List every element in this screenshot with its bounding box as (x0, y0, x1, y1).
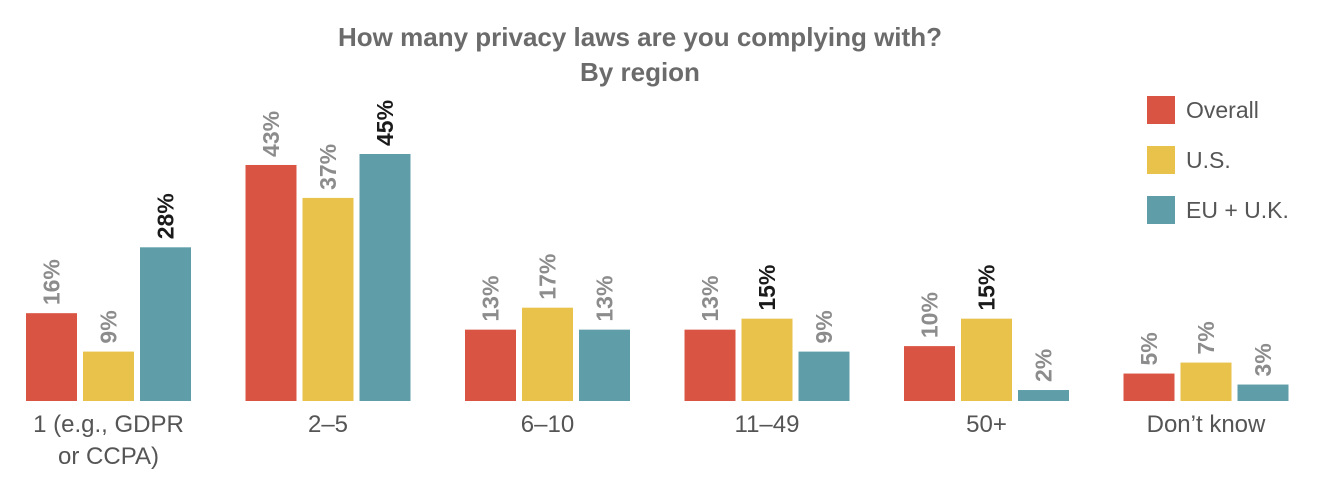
legend: Overall U.S. EU + U.K. (1147, 96, 1289, 224)
bar-u-s--1 (302, 197, 354, 401)
legend-swatch-eu-u-k- (1147, 196, 1175, 224)
value-label: 16% (39, 259, 65, 305)
bar-u-s--5 (1180, 362, 1232, 401)
category-label: 1 (e.g., GDPR (33, 411, 184, 438)
value-label: 13% (697, 276, 723, 322)
value-label: 9% (96, 310, 122, 343)
value-labels-group: 16% 9% 28% 43% 37% 45% 13% 17% 13% 13% 15% 9% 10% 15%… (39, 100, 1277, 382)
value-label: 28% (153, 193, 179, 239)
bar-u-s--2 (522, 307, 573, 401)
legend-label: U.S. (1186, 147, 1231, 173)
value-label: 7% (1193, 321, 1219, 354)
category-label: 50+ (966, 411, 1007, 438)
value-label: 2% (1031, 349, 1057, 382)
value-label: 15% (754, 265, 780, 311)
chart-title: How many privacy laws are you complying … (338, 22, 942, 52)
legend-label: Overall (1186, 97, 1259, 123)
bar-eu-u-k--4 (1018, 390, 1069, 401)
value-label: 15% (974, 265, 1000, 311)
bar-u-s--0 (83, 351, 134, 401)
legend-swatch-u-s- (1147, 146, 1175, 174)
value-label: 13% (592, 276, 618, 322)
category-label: 2–5 (308, 411, 348, 438)
value-label: 9% (811, 310, 837, 343)
bar-eu-u-k--0 (140, 247, 191, 401)
bars-group (26, 154, 1289, 401)
value-label: 10% (917, 292, 943, 338)
bar-overall-4 (904, 346, 955, 401)
value-label: 5% (1136, 332, 1162, 365)
bar-u-s--3 (741, 318, 793, 401)
value-label: 17% (535, 254, 561, 300)
category-label: 6–10 (521, 411, 574, 438)
value-label: 37% (315, 144, 341, 190)
bar-eu-u-k--2 (579, 329, 630, 401)
bar-eu-u-k--5 (1237, 384, 1289, 401)
value-label: 45% (372, 100, 398, 146)
chart-subtitle: By region (580, 57, 700, 87)
bar-overall-1 (245, 164, 297, 401)
category-label: 11–49 (735, 411, 800, 438)
legend-swatch-overall (1147, 96, 1175, 124)
bar-eu-u-k--1 (359, 154, 411, 401)
value-label: 13% (478, 276, 504, 322)
legend-label: EU + U.K. (1186, 197, 1289, 223)
category-label: or CCPA) (58, 443, 159, 470)
bar-overall-3 (684, 329, 736, 401)
bar-overall-0 (26, 313, 77, 401)
bar-overall-5 (1123, 373, 1175, 401)
bar-eu-u-k--3 (798, 351, 850, 401)
value-label: 43% (258, 111, 284, 157)
bar-overall-2 (465, 329, 516, 401)
category-labels-group: 1 (e.g., GDPR or CCPA) 2–5 6–10 11–49 50+ Don’… (33, 411, 1266, 470)
category-label: Don’t know (1147, 411, 1266, 438)
value-label: 3% (1250, 343, 1276, 376)
bar-u-s--4 (961, 318, 1012, 401)
